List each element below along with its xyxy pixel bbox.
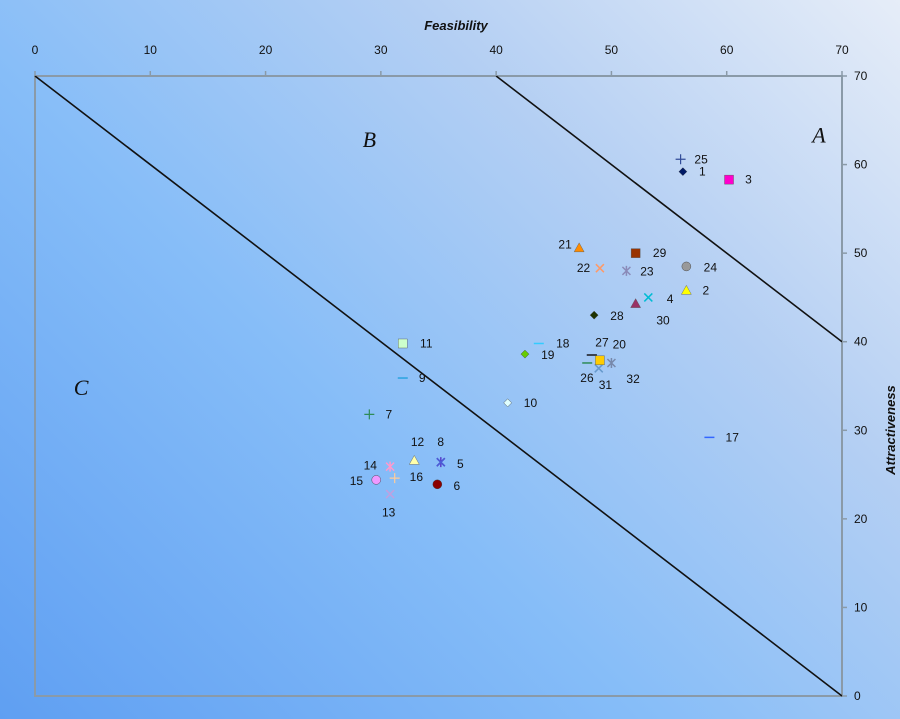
data-point-3 — [724, 174, 734, 185]
point-label-9: 9 — [419, 371, 426, 385]
data-point-extra-32 — [595, 355, 605, 366]
point-label-4: 4 — [667, 292, 674, 306]
y-tick-label-0: 0 — [854, 689, 861, 703]
data-point-29 — [630, 248, 641, 258]
region-labels: A B C — [74, 122, 826, 399]
point-label-15: 15 — [350, 474, 364, 488]
data-point-8 — [436, 457, 446, 467]
y-tick-label-50: 50 — [854, 246, 868, 260]
y-tick-label-40: 40 — [854, 335, 868, 349]
data-point-15 — [371, 475, 381, 485]
data-point-11 — [398, 338, 408, 349]
data-point-4 — [643, 292, 653, 302]
y-tick-label-10: 10 — [854, 600, 868, 614]
data-point-12 — [408, 454, 420, 465]
boundary-lines — [34, 75, 843, 697]
x-tick-label-0: 0 — [32, 43, 39, 57]
point-label-17: 17 — [726, 430, 740, 444]
data-points — [364, 154, 734, 499]
region-label-a: A — [810, 122, 826, 147]
point-label-21: 21 — [558, 237, 572, 251]
data-point-23 — [621, 265, 631, 276]
data-point-7 — [364, 409, 375, 420]
point-label-22: 22 — [577, 261, 591, 275]
data-point-28 — [589, 310, 599, 320]
point-label-5: 5 — [457, 457, 464, 471]
data-point-1 — [678, 167, 688, 176]
point-label-31: 31 — [599, 378, 613, 392]
plot-area-frame — [34, 75, 843, 697]
data-point-19 — [520, 349, 530, 359]
x-tick-label-70: 70 — [835, 43, 849, 57]
point-label-10: 10 — [524, 396, 538, 410]
point-label-23: 23 — [640, 265, 654, 279]
x-tick-label-20: 20 — [259, 43, 273, 57]
boundary-line-1 — [34, 75, 843, 697]
point-label-11: 11 — [420, 336, 433, 350]
x-tick-label-30: 30 — [374, 43, 388, 57]
point-label-32: 32 — [626, 372, 640, 386]
point-label-7: 7 — [385, 407, 392, 421]
point-label-24: 24 — [704, 260, 718, 274]
data-point-14 — [385, 461, 395, 472]
point-label-12: 12 — [411, 435, 425, 449]
point-label-8: 8 — [437, 435, 444, 449]
data-point-13 — [385, 489, 395, 499]
point-label-28: 28 — [610, 309, 624, 323]
point-label-6: 6 — [453, 479, 460, 493]
point-label-14: 14 — [364, 459, 378, 473]
data-point-6 — [432, 479, 443, 490]
y-axis-title: Attractiveness — [883, 385, 898, 476]
point-label-1: 1 — [699, 165, 706, 179]
point-label-3: 3 — [745, 173, 752, 187]
data-point-22 — [595, 263, 605, 273]
x-axis-ticks: 0 10 20 30 40 50 60 70 — [32, 43, 849, 76]
data-point-24 — [681, 261, 692, 272]
data-point-25 — [675, 154, 686, 165]
data-point-16 — [389, 473, 400, 484]
data-point-2 — [681, 284, 692, 295]
y-tick-label-60: 60 — [854, 158, 868, 172]
y-tick-label-70: 70 — [854, 69, 868, 83]
region-label-c: C — [74, 375, 89, 400]
x-axis-title: Feasibility — [424, 18, 488, 33]
x-tick-label-60: 60 — [720, 43, 734, 57]
x-tick-label-10: 10 — [144, 43, 158, 57]
x-tick-label-50: 50 — [605, 43, 619, 57]
data-point-10 — [503, 398, 512, 408]
point-label-27: 27 — [595, 336, 609, 350]
x-tick-label-40: 40 — [489, 43, 503, 57]
point-label-13: 13 — [382, 506, 396, 520]
point-label-30: 30 — [656, 313, 670, 327]
data-point-21 — [573, 242, 585, 253]
point-label-25: 25 — [694, 152, 708, 166]
point-label-2: 2 — [703, 283, 710, 297]
point-label-18: 18 — [556, 336, 570, 350]
data-point-31 — [594, 363, 604, 373]
y-axis-ticks: 0 10 20 30 40 50 60 70 — [842, 69, 868, 703]
point-label-19: 19 — [541, 348, 555, 362]
point-label-29: 29 — [653, 246, 667, 260]
boundary-line-2 — [495, 75, 843, 343]
point-label-20: 20 — [613, 337, 627, 351]
y-tick-label-30: 30 — [854, 423, 868, 437]
point-label-16: 16 — [410, 470, 424, 484]
data-point-30 — [630, 298, 641, 308]
data-point-32 — [606, 357, 616, 368]
point-label-26: 26 — [580, 371, 594, 385]
region-label-b: B — [363, 127, 376, 152]
y-tick-label-20: 20 — [854, 512, 868, 526]
